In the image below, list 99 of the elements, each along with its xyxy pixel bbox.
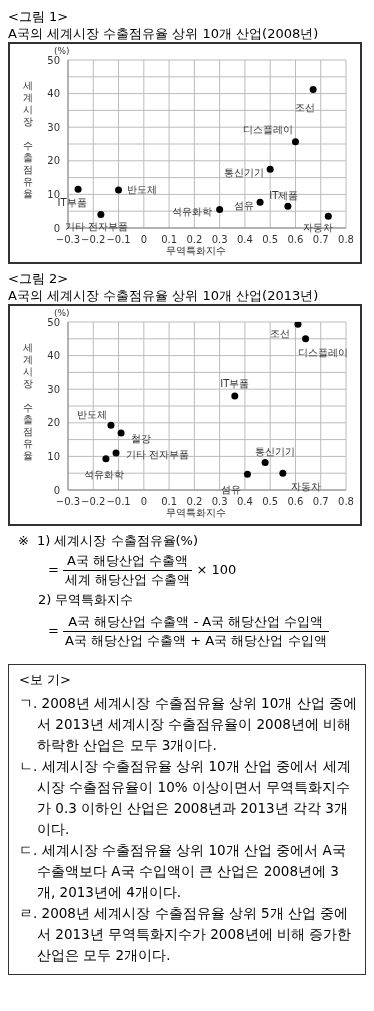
x-tick-label: 0.3 [211,496,228,508]
point [302,335,310,343]
x-tick-label: 0.1 [161,496,178,508]
x-tick-label: 0 [140,496,148,508]
x-tick-label: 0.2 [186,234,203,246]
y-tick-label: 0 [53,484,60,496]
text: A국 해당산업 수출액 [63,552,193,571]
text: (%) [54,46,70,56]
annotation: 자동차 [290,481,321,493]
y-tick-label: 0 [53,222,60,234]
text: 세계시장 수출점유율 [23,80,33,199]
point [107,421,115,429]
text: 세계 해당산업 수출액 [64,571,192,589]
chart-title: <그림 1> [8,8,70,25]
point [74,185,82,193]
y-tick-label: 50 [47,54,60,66]
annotation: 기타 전자부품 [65,220,129,232]
annotation: 조선 [295,101,316,113]
text: = [48,623,59,638]
x-tick-label: 0.3 [211,234,228,246]
text: (%) [54,308,70,318]
x-axis-title: 무역특화지수 [165,506,227,520]
point [309,86,317,94]
y-tick-label: 20 [47,417,60,429]
x-tick-label: 0.4 [236,234,253,246]
point [279,469,287,477]
x-tick-label: −0.3 [55,496,81,508]
point [256,198,264,206]
x-tick-label: −0.3 [55,234,81,246]
y-tick-label: 30 [47,121,60,133]
x-tick-label: 0 [140,234,148,246]
annotation: 반도체 [76,409,107,421]
annotation: 석유화학 [83,468,124,480]
x-tick-label: −0.1 [106,234,131,246]
text: 2) 무역특화지수 [37,591,135,609]
text: = [48,562,59,577]
x-tick-label: 0.6 [287,234,304,246]
point [216,206,224,214]
x-tick-label: 0.8 [338,496,354,508]
y-tick-label: 10 [47,450,60,462]
x-tick-label: −0.2 [81,234,106,246]
chart-subtitle: A국의 세계시장 수출점유율 상위 10개 산업(2013년) [8,287,320,304]
annotation: 반도체 [126,184,157,196]
text: A국 해당산업 수출액 - A국 해당산업 수입액 [63,613,329,632]
y-tick-label: 50 [47,316,60,328]
annotation: 석유화학 [171,205,212,217]
text: ㄱ. 2008년 세계시장 수출점유율 상위 10개 산업 중에서 2013년 세계시장 수출점유율이 2008년에 비해 하락한 산업은 모두 3개이다. [19,694,357,755]
annotation: 자동차 [303,222,334,234]
x-tick-label: 0.4 [236,496,253,508]
x-tick-label: 0.7 [312,496,329,508]
x-tick-label: 0.5 [262,234,279,246]
x-tick-label: 0.5 [262,496,279,508]
annotation: 통신기기 [255,446,296,458]
annotation: 디스플레이 [297,346,348,358]
text: A국 해당산업 수출액 + A국 해당산업 수입액 [64,632,328,650]
point [291,138,299,146]
x-axis-title: 무역특화지수 [165,244,227,258]
point [284,202,292,210]
point [266,165,274,173]
point [115,186,123,194]
point [117,429,125,437]
chart-subtitle: A국의 세계시장 수출점유율 상위 10개 산업(2008년) [8,25,320,42]
text: ㄷ. 세계시장 수출점유율 상위 10개 산업 중에서 A국 수출액보다 A국 수입액이 큰 산업은 2008년에 3개, 2013년에 4개이다. [19,841,347,902]
annotation: IT제품 [269,190,299,202]
point [261,458,269,466]
x-tick-label: −0.1 [106,496,131,508]
text: ㄴ. 세계시장 수출점유율 상위 10개 산업 중에서 세계시장 수출점유율이 10% 이상이면서 무역특화지수가 0.3 이하인 산업은 2008년과 2013년 각각 3개이다. [19,757,352,839]
text: ㄹ. 2008년 세계시장 수출점유율 상위 5개 산업 중에서 2013년 무역특화지수가 2008년에 비해 증가한 산업은 모두 2개이다. [19,904,353,965]
annotation: 섬유 [221,484,242,496]
x-tick-label: 0.8 [338,234,354,246]
text: × 100 [196,562,237,577]
x-tick-label: −0.2 [81,496,106,508]
point [112,449,120,457]
annotation: 기타 전자부품 [126,449,190,461]
y-tick-label: 20 [47,155,60,167]
y-tick-label: 40 [47,350,60,362]
point [97,211,105,219]
point [324,212,332,220]
point [294,322,302,328]
point [243,470,251,478]
annotation: 디스플레이 [243,123,294,135]
chart-title: <그림 2> [8,270,70,287]
y-tick-label: 30 [47,383,60,395]
annotation: 철강 [131,432,152,444]
annotation: IT부품 [220,377,250,389]
annotation: 조선 [269,328,290,340]
text: 세계시장 수출점유율 [23,342,33,461]
y-tick-label: 40 [47,88,60,100]
x-tick-label: 0.7 [312,234,329,246]
x-tick-label: 0.6 [287,496,304,508]
annotation: 섬유 [234,200,255,212]
text: <보 기> [19,671,72,689]
point [102,455,110,463]
x-tick-label: 0.1 [161,234,178,246]
x-tick-label: 0.2 [186,496,203,508]
point [231,392,239,400]
annotation: 통신기기 [224,167,265,179]
text: 1) 세계시장 수출점유율(%) [36,533,199,548]
text: ※ [18,533,29,548]
